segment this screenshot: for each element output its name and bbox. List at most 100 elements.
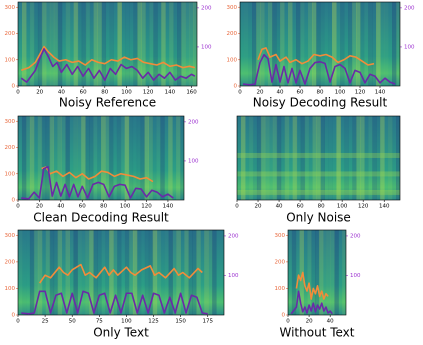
texture-stripe xyxy=(29,230,35,315)
texture-band xyxy=(237,189,400,195)
x-tick-label: 0 xyxy=(16,90,20,96)
texture-stripe xyxy=(308,2,313,86)
texture-stripe xyxy=(61,116,66,200)
texture-stripe xyxy=(160,116,165,200)
texture-stripe xyxy=(356,116,361,200)
texture-stripe xyxy=(340,116,344,200)
x-tick-label: 40 xyxy=(57,204,64,210)
texture-stripe xyxy=(176,230,181,315)
texture-stripe xyxy=(152,230,158,315)
texture-stripe xyxy=(21,2,27,86)
texture-stripe xyxy=(328,2,333,86)
x-tick-label: 80 xyxy=(100,204,107,210)
texture-stripe xyxy=(315,230,320,315)
x-tick-label: 20 xyxy=(306,319,313,325)
x-tick-label: 140 xyxy=(379,204,390,210)
texture-stripe xyxy=(204,230,209,315)
texture-stripe xyxy=(57,2,63,86)
texture-stripe xyxy=(330,230,335,315)
texture-stripe xyxy=(392,116,397,200)
panel: 0 20 40 60 80 100 120 140 160 0 100 200 300 100 200 Noi… xyxy=(5,1,212,110)
texture-stripe xyxy=(177,2,182,86)
texture-stripe xyxy=(33,230,39,315)
texture-stripe xyxy=(237,116,242,200)
frame xyxy=(287,229,347,316)
pitch-curve xyxy=(21,290,208,315)
x-tick-label: 0 xyxy=(16,319,20,325)
texture-stripe xyxy=(77,2,83,86)
y-tick-label: 200 xyxy=(5,259,16,265)
panel-title: Noisy Reference xyxy=(59,96,156,110)
texture-stripe xyxy=(340,2,345,86)
spectrogram xyxy=(240,2,400,86)
texture-stripe xyxy=(81,116,86,200)
texture-stripe xyxy=(332,2,337,86)
x-tick-label: 120 xyxy=(141,204,152,210)
texture-stripe xyxy=(85,230,90,315)
texture-stripe xyxy=(260,2,265,86)
texture-stripe xyxy=(256,2,261,86)
texture-stripe xyxy=(65,116,70,200)
texture-stripe xyxy=(332,116,337,200)
texture-stripe xyxy=(244,2,249,86)
texture-stripe xyxy=(336,116,341,200)
y-tick-label: 200 xyxy=(275,259,286,265)
frame xyxy=(17,115,185,201)
texture-stripe xyxy=(49,230,55,315)
x-tick-label: 140 xyxy=(165,90,176,96)
y-tick-label: 200 xyxy=(227,31,238,37)
texture-stripe xyxy=(128,116,134,200)
texture-stripe xyxy=(268,116,274,200)
x-tick-label: 125 xyxy=(148,319,159,325)
texture-stripe xyxy=(376,116,381,200)
texture-stripe xyxy=(360,116,365,200)
texture-stripe xyxy=(200,230,204,315)
texture-stripe xyxy=(172,116,176,200)
texture-stripe xyxy=(180,116,184,200)
x-tick-label: 80 xyxy=(101,90,108,96)
texture-stripe xyxy=(208,230,213,315)
y2-tick-label: 100 xyxy=(188,158,199,164)
texture-stripe xyxy=(73,2,79,86)
texture-stripe xyxy=(124,230,130,315)
x-tick-label: 40 xyxy=(327,319,334,325)
spectrogram-texture xyxy=(237,116,400,200)
texture-stripe xyxy=(384,116,388,200)
curves xyxy=(242,47,396,86)
texture-stripe xyxy=(245,116,249,200)
y2-tick-label: 100 xyxy=(404,44,415,50)
texture-stripe xyxy=(45,2,51,86)
texture-stripe xyxy=(29,2,35,86)
texture-stripe xyxy=(173,2,178,86)
texture-stripe xyxy=(392,2,397,86)
x-tick-label: 0 xyxy=(235,204,239,210)
y2-tick-label: 100 xyxy=(228,273,239,279)
texture-stripe xyxy=(320,116,325,200)
texture-stripe xyxy=(136,116,142,200)
texture-stripe xyxy=(137,2,142,86)
texture-stripe xyxy=(101,2,107,86)
frame xyxy=(17,1,198,87)
texture-stripe xyxy=(212,230,217,315)
texture-stripe xyxy=(252,2,257,86)
texture-stripe xyxy=(140,116,145,200)
texture-stripe xyxy=(104,116,110,200)
texture-stripe xyxy=(240,116,246,200)
x-tick-label: 20 xyxy=(36,90,43,96)
y-tick-label: 300 xyxy=(275,233,286,239)
x-tick-label: 80 xyxy=(318,204,325,210)
texture-stripe xyxy=(364,2,369,86)
texture-stripe xyxy=(26,2,30,86)
texture-stripe xyxy=(152,116,157,200)
texture-stripe xyxy=(376,2,381,86)
texture-stripe xyxy=(97,2,103,86)
texture-stripe xyxy=(148,116,153,200)
texture-stripe xyxy=(276,116,282,200)
texture-stripe xyxy=(344,116,349,200)
spectrogram-texture xyxy=(244,2,400,86)
texture-stripe xyxy=(26,230,30,315)
x-tick-label: 80 xyxy=(317,90,324,96)
texture-stripe xyxy=(276,2,281,86)
texture-stripe xyxy=(248,2,253,86)
y2-tick-label: 100 xyxy=(201,44,212,50)
